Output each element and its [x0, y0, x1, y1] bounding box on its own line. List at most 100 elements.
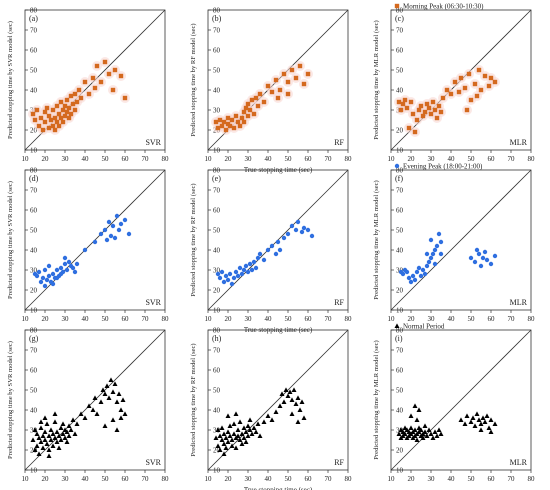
- panel-label: (e): [212, 174, 221, 183]
- model-label: RF: [334, 298, 344, 307]
- data-point: [418, 103, 424, 109]
- data-point: [78, 411, 84, 416]
- data-point: [38, 115, 44, 121]
- x-tick-label: 70: [508, 315, 516, 323]
- data-point: [245, 269, 251, 275]
- data-point: [277, 87, 283, 93]
- data-point: [249, 431, 255, 436]
- data-point: [410, 273, 416, 279]
- data-point: [466, 71, 472, 77]
- data-point: [257, 433, 263, 438]
- data-point: [106, 219, 112, 225]
- data-point: [219, 269, 225, 275]
- data-point: [402, 431, 408, 436]
- y-tick-label: 40: [213, 247, 221, 255]
- data-point: [54, 439, 60, 444]
- data-point: [430, 251, 436, 257]
- data-point: [241, 119, 247, 125]
- panel-e: 10102020303040405050606070708080(e)RFPre…: [190, 167, 352, 335]
- data-point: [241, 109, 247, 115]
- y-tick-label: 20: [30, 287, 38, 295]
- data-point: [237, 419, 243, 424]
- legend-marker: [394, 163, 400, 169]
- data-point: [66, 423, 72, 428]
- model-label: SVR: [145, 138, 161, 147]
- y-tick-label: 60: [396, 207, 404, 215]
- data-point: [60, 107, 66, 113]
- data-point: [285, 91, 291, 97]
- data-point: [416, 265, 422, 271]
- x-tick-label: 10: [205, 315, 213, 323]
- data-point: [476, 251, 482, 257]
- data-point: [261, 99, 267, 105]
- data-point: [235, 119, 241, 125]
- data-point: [484, 413, 490, 418]
- data-point: [229, 437, 235, 442]
- data-point: [110, 223, 116, 229]
- x-tick-label: 40: [82, 475, 90, 483]
- data-point: [289, 223, 295, 229]
- data-point: [452, 79, 458, 85]
- data-point: [285, 393, 291, 398]
- data-point: [241, 267, 247, 273]
- x-tick-label: 70: [325, 155, 333, 163]
- data-point: [225, 429, 231, 434]
- y-tick-label: 20: [213, 287, 221, 295]
- panel-label: (i): [395, 334, 403, 343]
- data-point: [251, 259, 257, 265]
- data-point: [74, 261, 80, 267]
- y-tick-label: 70: [213, 187, 221, 195]
- data-point: [110, 417, 116, 422]
- data-point: [273, 409, 279, 414]
- data-point: [227, 271, 233, 277]
- x-tick-label: 20: [225, 315, 233, 323]
- data-point: [126, 231, 132, 237]
- legend-marker: [394, 3, 400, 9]
- data-point: [56, 123, 62, 129]
- data-point: [90, 407, 96, 412]
- data-point: [468, 97, 474, 103]
- panel-label: (h): [212, 334, 222, 343]
- data-point: [436, 231, 442, 237]
- x-tick-label: 30: [245, 475, 253, 483]
- y-tick-label: 10: [396, 147, 404, 155]
- data-point: [424, 101, 430, 107]
- data-point: [474, 93, 480, 99]
- data-point: [40, 275, 46, 281]
- x-tick-label: 10: [388, 475, 396, 483]
- data-point: [122, 95, 128, 101]
- data-point: [221, 441, 227, 446]
- data-point: [58, 99, 64, 105]
- y-axis-label: Predicted stopping time by SVR model (se…: [7, 21, 14, 139]
- x-tick-label: 60: [122, 475, 130, 483]
- x-tick-label: 10: [388, 155, 396, 163]
- data-point: [305, 71, 311, 77]
- data-point: [243, 429, 249, 434]
- x-tick-label: 60: [305, 315, 313, 323]
- data-point: [249, 97, 255, 103]
- data-point: [297, 407, 303, 412]
- data-point: [422, 429, 428, 434]
- y-tick-label: 20: [396, 447, 404, 455]
- data-point: [70, 101, 76, 107]
- panel-f: 10102020303040405050606070708080(f)MLRPr…: [373, 163, 535, 324]
- x-tick-label: 30: [245, 315, 253, 323]
- data-point: [213, 119, 219, 125]
- data-point: [299, 399, 305, 404]
- y-tick-label: 40: [396, 247, 404, 255]
- y-tick-label: 70: [396, 347, 404, 355]
- data-point: [476, 67, 482, 73]
- y-axis-label: Predicted stopping time by MLR model (se…: [373, 20, 380, 139]
- data-point: [412, 403, 418, 408]
- data-point: [241, 435, 247, 440]
- data-point: [257, 251, 263, 257]
- data-point: [410, 111, 416, 117]
- data-point: [106, 395, 112, 400]
- x-tick-label: 40: [82, 155, 90, 163]
- data-point: [112, 235, 118, 241]
- data-point: [54, 119, 60, 125]
- x-tick-label: 60: [122, 155, 130, 163]
- y-tick-label: 70: [30, 187, 38, 195]
- data-point: [50, 431, 56, 436]
- x-tick-label: 70: [508, 155, 516, 163]
